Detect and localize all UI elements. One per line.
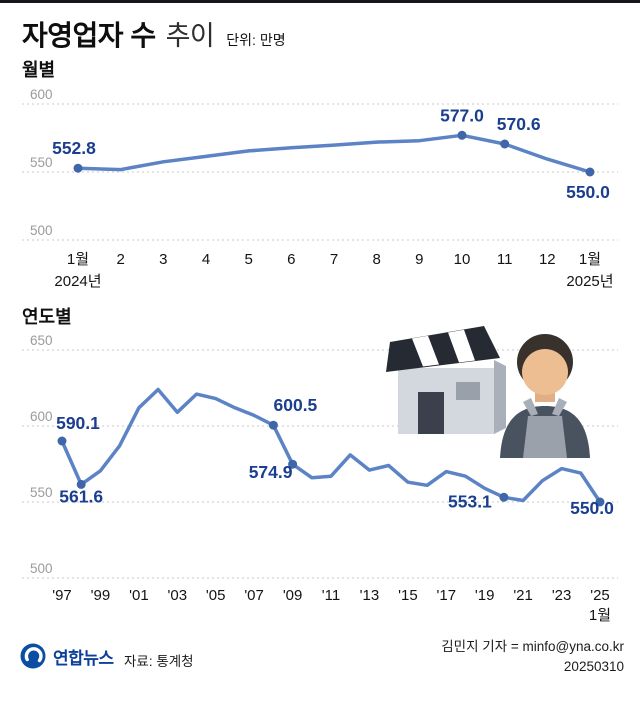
monthly-line-series [76,133,592,174]
data-point-marker [76,479,86,489]
storefront-and-owner-illustration [384,306,596,458]
x-tick-label: '23 [552,587,572,604]
value-label: 550.0 [566,182,610,202]
data-point-marker [457,130,467,140]
x-sub-label: 1월 [589,607,611,624]
value-label: 590.1 [56,413,100,433]
x-tick-label: 2 [117,251,125,268]
person-icon [500,334,590,458]
x-tick-label: 6 [287,251,295,268]
value-label: 574.9 [249,462,293,482]
value-label: 553.1 [448,491,492,511]
top-border [0,0,640,3]
x-tick-label: 7 [330,251,338,268]
credit-block: 김민지 기자 = minfo@yna.co.kr 20250310 [441,637,624,676]
agency-logo: 연합뉴스 [20,643,114,669]
data-source: 자료: 통계청 [124,654,194,669]
x-tick-label: '13 [360,587,380,604]
x-tick-label: '99 [91,587,111,604]
value-label: 550.0 [570,498,614,518]
unit-label: 단위: 만명 [226,32,286,48]
x-sub-label: 2024년 [54,273,101,290]
x-tick-label: 4 [202,251,210,268]
value-label: 577.0 [440,105,484,125]
data-point-marker [595,497,605,507]
x-tick-label: '19 [475,587,495,604]
x-tick-label: '03 [168,587,188,604]
value-label: 570.6 [497,114,541,134]
x-tick-label: '05 [206,587,226,604]
x-tick-label: 1월 [579,251,601,268]
x-tick-label: 10 [454,251,471,268]
page-title: 자영업자 수 [22,20,156,51]
data-point-marker [268,420,278,430]
agency-name: 연합뉴스 [53,648,114,668]
data-point-marker [288,459,298,469]
storefront-owner-icon [386,326,590,458]
x-tick-label: '97 [52,587,72,604]
y-tick-label: 650 [30,333,53,348]
data-point-marker [500,139,510,149]
x-tick-label: '25 [590,587,610,604]
header: 자영업자 수 추이 단위: 만명 [22,14,286,54]
x-tick-label: 5 [245,251,253,268]
x-tick-label: 11 [497,251,513,268]
x-tick-label: 12 [539,251,556,268]
data-point-marker [73,163,83,173]
y-tick-label: 550 [30,155,53,170]
y-tick-label: 500 [30,561,53,576]
y-tick-label: 550 [30,485,53,500]
x-tick-label: '07 [244,587,264,604]
y-tick-label: 600 [30,409,53,424]
x-tick-label: 8 [373,251,381,268]
yearly-chart: 650 600 550 500 590.1 561.6 600.5 574.9 553.1 550… [0,333,640,631]
x-tick-label: 3 [159,251,167,268]
data-point-marker [499,492,509,502]
y-tick-label: 500 [30,223,53,238]
value-label: 561.6 [59,486,103,506]
yearly-chart-svg: 650 600 550 500 590.1 561.6 600.5 574.9 553.1 550… [22,333,618,624]
x-tick-label: '15 [398,587,418,604]
value-label: 600.5 [274,395,318,415]
monthly-section-title: 월별 [22,60,56,80]
yonhap-logo-icon [20,643,46,669]
x-tick-label: '01 [129,587,149,604]
data-point-marker [57,436,67,446]
publish-date: 20250310 [563,658,624,674]
x-tick-label: '21 [513,587,533,604]
x-tick-label: 1월 [67,251,89,268]
yearly-section-title: 연도별 [22,307,72,327]
x-sub-label: 2025년 [566,273,613,290]
x-tick-label: '09 [283,587,303,604]
storefront-icon [386,326,506,434]
data-point-marker [585,167,595,177]
x-tick-label: '17 [437,587,457,604]
monthly-chart: 600 550 500 552.8 577.0 570.6 550.0 1월 2 3 4 5 6 7 8 9 1… [0,86,640,301]
reporter-credit: 김민지 기자 = minfo@yna.co.kr [441,639,624,654]
monthly-chart-svg: 600 550 500 552.8 577.0 570.6 550.0 1월 2 3 4 5 6 7 8 9 1… [22,87,618,290]
value-label: 552.8 [52,138,96,158]
yearly-line-series [60,387,602,504]
x-tick-label: 9 [415,251,423,268]
x-tick-label: '11 [322,587,340,604]
y-tick-label: 600 [30,87,53,102]
page-title-suffix: 추이 [165,21,215,51]
